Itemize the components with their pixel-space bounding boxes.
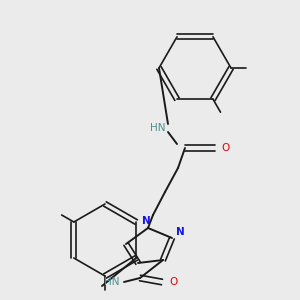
Text: HN: HN [104, 277, 120, 287]
Text: HN: HN [150, 123, 166, 133]
Text: N: N [176, 227, 184, 237]
Text: O: O [222, 143, 230, 153]
Text: N: N [142, 216, 150, 226]
Text: O: O [170, 277, 178, 287]
